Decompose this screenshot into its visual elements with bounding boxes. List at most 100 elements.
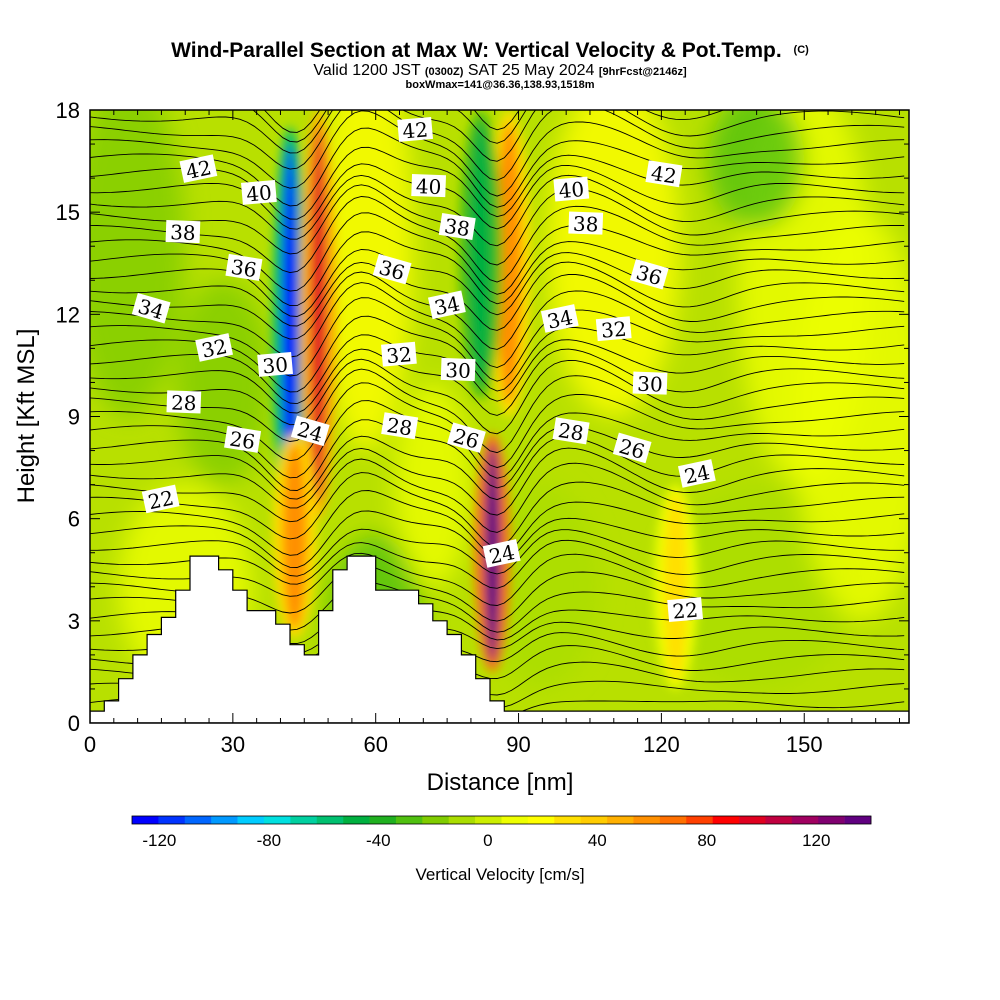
- chart-subtitle: Valid 1200 JST (0300Z) SAT 25 May 2024 […: [313, 62, 687, 79]
- velocity-region-7: [709, 110, 805, 230]
- contour-label-text: 38: [573, 212, 599, 237]
- colorbar-swatch-13: [475, 816, 502, 824]
- colorbar-swatch-14: [501, 816, 529, 824]
- colorbar-tick--40: -40: [366, 831, 391, 850]
- velocity-core-2: [282, 441, 308, 630]
- contour-label-box: [411, 174, 447, 198]
- contour-label-box: [629, 258, 669, 290]
- colorbar-swatch-18: [607, 816, 634, 824]
- axis-ticks: [89, 109, 909, 724]
- colorbar-label: Vertical Velocity [cm/s]: [415, 865, 584, 884]
- contour-label-box: [381, 412, 419, 440]
- contour-label-text: 24: [487, 540, 517, 569]
- isentrope-line-23: [90, 348, 905, 416]
- velocity-region-11: [394, 382, 471, 587]
- isentrope-line-39: [90, 110, 905, 197]
- isentrope-line-24: [90, 334, 905, 405]
- velocity-region-3: [485, 484, 600, 689]
- contour-label-24: 24: [677, 459, 716, 489]
- colorbar-swatch-20: [659, 816, 687, 824]
- y-tick-label-18: 18: [56, 98, 80, 123]
- isentrope-line-43: [263, 110, 520, 133]
- contour-label-text: 38: [443, 214, 472, 242]
- y-axis-label: Height [Kft MSL]: [13, 329, 40, 504]
- isentrope-line-30: [90, 249, 905, 317]
- contour-label-box: [677, 459, 716, 488]
- x-axis-label: Distance [nm]: [427, 769, 574, 796]
- isentrope-line-42: [252, 110, 725, 144]
- contour-label-box: [257, 351, 294, 377]
- contour-label-text: 28: [385, 413, 414, 441]
- contour-label-text: 32: [199, 334, 229, 363]
- contour-label-30: 30: [632, 371, 668, 397]
- isentrope-line-37: [90, 146, 905, 220]
- contour-label-text: 32: [385, 342, 412, 368]
- chart-title-text: Wind-Parallel Section at Max W: Vertical…: [171, 39, 782, 62]
- contour-label-box: [372, 253, 412, 285]
- colorbar-tick--120: -120: [142, 831, 176, 850]
- isentrope-line-22: [90, 358, 905, 435]
- colorbar-tick--80: -80: [257, 831, 282, 850]
- x-tick-label-150: 150: [786, 732, 823, 757]
- contour-label-32: 32: [595, 316, 632, 343]
- isentrope-line-31: [90, 231, 905, 307]
- colorbar-swatch-11: [422, 816, 450, 824]
- contour-label-text: 32: [600, 317, 627, 343]
- contour-label-box: [225, 253, 263, 281]
- contour-label-box: [632, 371, 668, 395]
- contour-label-text: 42: [401, 117, 428, 143]
- colorbar-swatch-15: [527, 816, 555, 824]
- colorbar-swatch-8: [343, 816, 370, 824]
- contour-label-box: [440, 357, 476, 382]
- contour-label-22: 22: [141, 484, 180, 514]
- isentrope-line-35: [90, 174, 905, 247]
- isentrope-line-36: [90, 163, 905, 230]
- colorbar-swatch-1: [158, 816, 186, 824]
- isentrope-line-33: [90, 196, 905, 283]
- contour-label-28: 28: [552, 417, 590, 446]
- colorbar-tick-80: 80: [697, 831, 716, 850]
- contour-label-box: [552, 417, 590, 445]
- isentrope-line-40: [90, 110, 905, 181]
- isentrope-line-32: [90, 212, 905, 295]
- colorbar-swatch-9: [369, 816, 397, 824]
- contour-label-22: 22: [667, 597, 704, 624]
- y-tick-label-12: 12: [56, 302, 80, 327]
- contour-label-40: 40: [553, 176, 590, 203]
- contour-label-box: [241, 179, 277, 205]
- colorbar-swatch-23: [739, 816, 766, 824]
- colorbar-swatch-26: [818, 816, 845, 824]
- contour-label-box: [166, 390, 202, 414]
- isentrope-line-19: [90, 400, 905, 479]
- contour-label-34: 34: [427, 290, 466, 320]
- contour-label-28: 28: [381, 412, 419, 441]
- isentrope-line-34: [90, 184, 905, 266]
- contour-label-box: [482, 539, 521, 568]
- colorbar-swatch-10: [395, 816, 423, 824]
- contour-label-text: 40: [245, 180, 272, 206]
- contour-label-26: 26: [224, 425, 262, 454]
- contour-label-box: [195, 333, 234, 362]
- contour-label-32: 32: [381, 341, 417, 368]
- contour-label-text: 30: [261, 352, 288, 378]
- subtitle-utc: (0300Z): [425, 66, 464, 78]
- contour-label-box: [568, 211, 604, 235]
- colorbar-swatch-2: [184, 816, 212, 824]
- colorbar-swatch-25: [791, 816, 819, 824]
- contour-label-box: [612, 432, 652, 464]
- subtitle-date: SAT 25 May 2024: [468, 62, 599, 79]
- x-tick-label-120: 120: [643, 732, 680, 757]
- contour-label-24: 24: [482, 539, 521, 569]
- colorbar-swatch-27: [844, 816, 872, 824]
- contour-label-box: [381, 341, 417, 367]
- velocity-region-9: [175, 280, 271, 485]
- contour-label-box: [290, 415, 330, 447]
- contour-label-42: 42: [645, 160, 683, 189]
- contour-label-36: 36: [225, 253, 263, 282]
- contour-label-box: [397, 116, 434, 142]
- contour-label-text: 28: [171, 390, 197, 415]
- contour-label-text: 30: [445, 358, 471, 383]
- contour-label-38: 38: [165, 220, 201, 245]
